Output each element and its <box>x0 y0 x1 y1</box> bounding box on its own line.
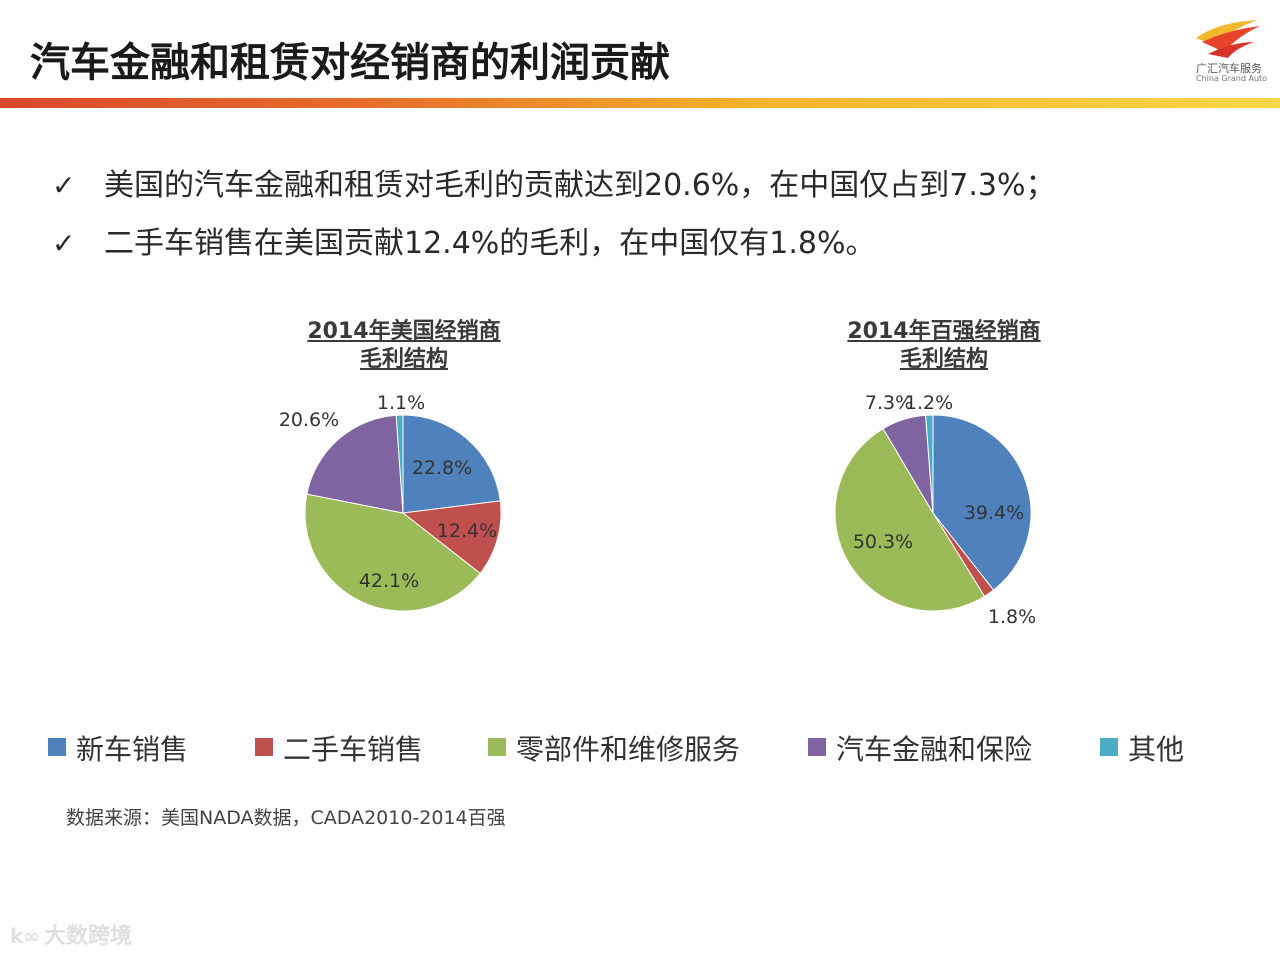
data-label-other: 1.2% <box>905 392 953 414</box>
legend-label: 其他 <box>1128 733 1185 766</box>
data-label-other: 1.1% <box>377 392 425 414</box>
watermark-text: 大数跨境 <box>43 924 132 949</box>
chart-title-line: 毛利结构 <box>899 347 988 372</box>
slide-title: 汽车金融和租赁对经销商的利润贡献 <box>30 40 670 86</box>
data-label-finance: 20.6% <box>279 409 339 431</box>
data-label-finance: 7.3% <box>865 392 913 414</box>
pie-chart-cn: 39.4% 1.8% 50.3% 7.3%1.2% <box>834 392 1036 628</box>
pie-slice-parts <box>834 427 986 612</box>
data-label-new: 22.8% <box>412 457 472 479</box>
legend-label: 新车销售 <box>76 733 189 766</box>
pie-slice-other <box>925 414 934 514</box>
chart-title-us: 2014年美国经销商 毛利结构 <box>286 318 522 374</box>
data-label-parts: 42.1% <box>359 570 419 592</box>
pie-slice-finance <box>306 414 404 514</box>
legend-item-new: 新车销售 <box>48 728 188 768</box>
legend-item-finance: 汽车金融和保险 <box>808 728 1032 768</box>
legend-label: 零部件和维修服务 <box>516 733 741 766</box>
legend-swatch <box>808 738 826 756</box>
bullet-item: ✓ 二手车销售在美国贡献12.4%的毛利，在中国仅有1.8%。 <box>52 218 876 262</box>
logo-text-cn: 广汇汽车服务 <box>1196 62 1262 75</box>
legend-label: 二手车销售 <box>283 733 424 766</box>
watermark-logo-icon: k∞ <box>10 924 40 948</box>
pie-slice-new <box>932 414 1032 591</box>
watermark: k∞ 大数跨境 <box>10 918 132 950</box>
data-label-used: 12.4% <box>437 520 497 542</box>
company-logo-icon <box>1196 20 1260 58</box>
data-label-used: 1.8% <box>988 606 1036 628</box>
legend-swatch <box>255 738 273 756</box>
data-label-parts: 50.3% <box>853 531 913 553</box>
legend-swatch <box>488 738 506 756</box>
data-source-note: 数据来源：美国NADA数据，CADA2010-2014百强 <box>66 807 506 829</box>
data-label-new: 39.4% <box>964 502 1024 524</box>
header-divider-band <box>0 98 1280 108</box>
chart-title-cn: 2014年百强经销商 毛利结构 <box>826 318 1062 374</box>
pie-charts: 22.8% 12.4% 42.1% 20.6% 1.1% 39.4% 1.8% 50.3% 7… <box>279 392 1036 628</box>
legend-swatch <box>1100 738 1118 756</box>
legend-item-parts: 零部件和维修服务 <box>488 728 740 768</box>
chart-title-line: 2014年美国经销商 <box>307 319 501 344</box>
pie-slice-new <box>402 414 501 514</box>
chart-title-line: 2014年百强经销商 <box>847 319 1041 344</box>
pie-slice-other <box>395 414 404 514</box>
check-icon: ✓ <box>52 169 76 202</box>
check-icon: ✓ <box>52 227 76 260</box>
pie-slice-used <box>401 500 502 575</box>
pie-chart-us: 22.8% 12.4% 42.1% 20.6% 1.1% <box>279 392 502 612</box>
logo-text-en: China Grand Auto <box>1196 74 1268 83</box>
chart-title-line: 毛利结构 <box>359 347 448 372</box>
chart-legend: 新车销售 二手车销售 零部件和维修服务 汽车金融和保险 其他 <box>0 728 1280 768</box>
bullet-text: 二手车销售在美国贡献12.4%的毛利，在中国仅有1.8%。 <box>104 226 876 261</box>
bullet-text: 美国的汽车金融和租赁对毛利的贡献达到20.6%，在中国仅占到7.3%； <box>104 168 1056 203</box>
legend-label: 汽车金融和保险 <box>836 733 1033 766</box>
legend-swatch <box>48 738 66 756</box>
pie-slice-parts <box>304 493 481 612</box>
legend-item-used: 二手车销售 <box>255 728 423 768</box>
bullet-item: ✓ 美国的汽车金融和租赁对毛利的贡献达到20.6%，在中国仅占到7.3%； <box>52 160 1056 204</box>
legend-item-other: 其他 <box>1100 728 1184 768</box>
